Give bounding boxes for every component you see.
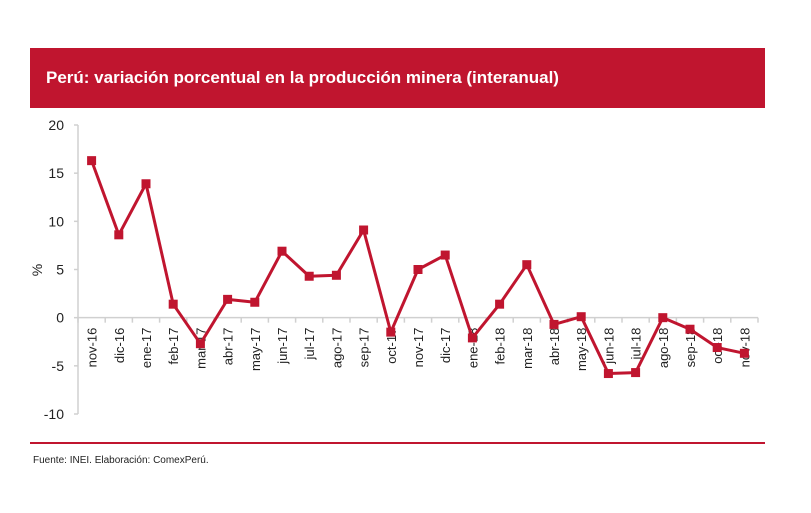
data-point-may-17: [250, 297, 260, 307]
x-tick-label: jun-18: [601, 328, 616, 365]
data-point-ago-17: [331, 270, 341, 280]
x-tick-label: sep-17: [357, 328, 372, 368]
y-tick-label: 20: [48, 117, 64, 133]
data-point-sep-18: [685, 324, 695, 334]
data-point-feb-18: [495, 299, 505, 309]
data-point-ene-17: [141, 179, 151, 189]
y-tick-label: 5: [56, 262, 64, 278]
x-tick-label: jul-18: [629, 328, 644, 361]
x-tick-label: nov-16: [85, 328, 100, 368]
data-point-jul-17: [304, 271, 314, 281]
x-tick-label: dic-17: [438, 328, 453, 363]
data-point-oct-17: [386, 327, 396, 337]
data-point-ene-18: [467, 333, 477, 343]
x-tick-label: nov-18: [737, 328, 752, 368]
y-axis-label: %: [29, 264, 45, 276]
x-tick-label: abr-17: [221, 328, 236, 366]
x-tick-label: may-18: [574, 328, 589, 371]
data-point-abr-18: [549, 319, 559, 329]
data-point-jun-18: [603, 369, 613, 379]
data-point-ago-18: [658, 313, 668, 323]
data-point-nov-16: [87, 156, 97, 166]
data-point-jun-17: [277, 246, 287, 256]
x-tick-label: ago-18: [656, 328, 671, 368]
data-point-sep-17: [359, 225, 369, 235]
data-point-jul-18: [631, 368, 641, 378]
data-point-dic-17: [440, 250, 450, 260]
data-point-nov-18: [739, 348, 749, 358]
x-tick-label: ago-17: [329, 328, 344, 368]
x-tick-label: nov-17: [411, 328, 426, 368]
data-point-mar-17: [195, 339, 205, 349]
x-tick-label: jun-17: [275, 328, 290, 365]
chart-title-banner: Perú: variación porcentual en la producc…: [30, 48, 765, 108]
data-point-oct-18: [712, 343, 722, 353]
data-point-mar-18: [522, 260, 532, 270]
data-point-dic-16: [114, 230, 124, 240]
x-tick-label: dic-16: [112, 328, 127, 363]
y-tick-label: 15: [48, 165, 64, 181]
x-tick-label: ene-17: [139, 328, 154, 368]
x-tick-label: feb-18: [493, 328, 508, 365]
data-point-nov-17: [413, 265, 423, 274]
data-point-feb-17: [168, 299, 178, 309]
data-point-may-18: [576, 312, 586, 322]
x-tick-label: feb-17: [166, 328, 181, 365]
y-tick-label: -5: [52, 358, 65, 374]
chart-title: Perú: variación porcentual en la producc…: [46, 68, 559, 87]
y-tick-label: -10: [44, 406, 64, 422]
x-tick-label: abr-18: [547, 328, 562, 366]
y-tick-label: 10: [48, 213, 64, 229]
x-tick-label: may-17: [248, 328, 263, 371]
y-tick-label: 0: [56, 310, 64, 326]
x-tick-label: mar-18: [520, 328, 535, 369]
source-note: Fuente: INEI. Elaboración: ComexPerú.: [33, 455, 209, 466]
x-tick-label: oct-17: [384, 328, 399, 364]
footer-divider: [30, 442, 765, 444]
x-tick-label: jul-17: [302, 328, 317, 361]
x-tick-label: sep-18: [683, 328, 698, 368]
data-point-abr-17: [223, 294, 233, 304]
